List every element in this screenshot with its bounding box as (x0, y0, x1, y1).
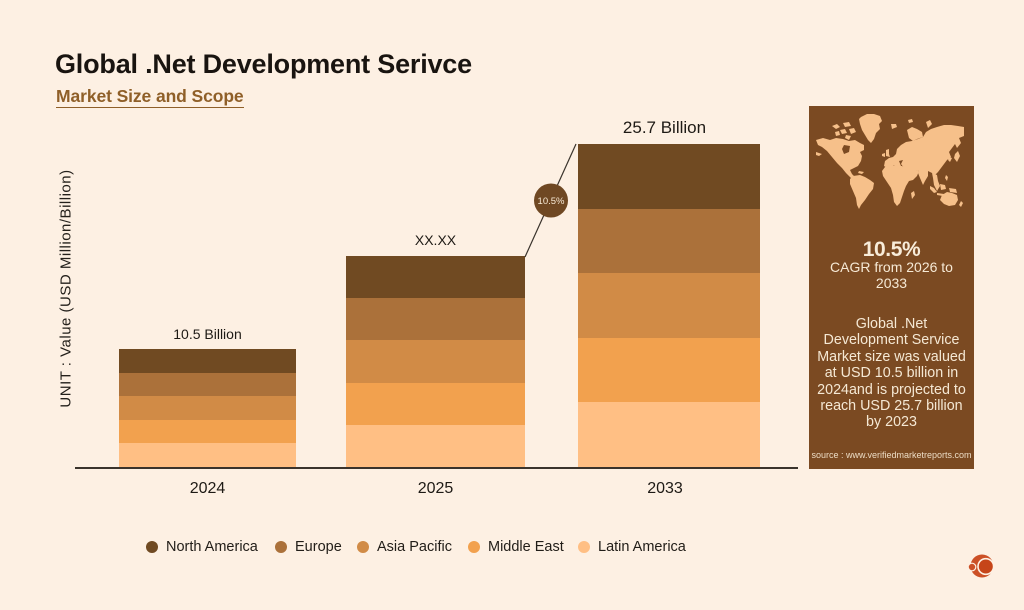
svg-text:10.5%: 10.5% (538, 196, 565, 207)
